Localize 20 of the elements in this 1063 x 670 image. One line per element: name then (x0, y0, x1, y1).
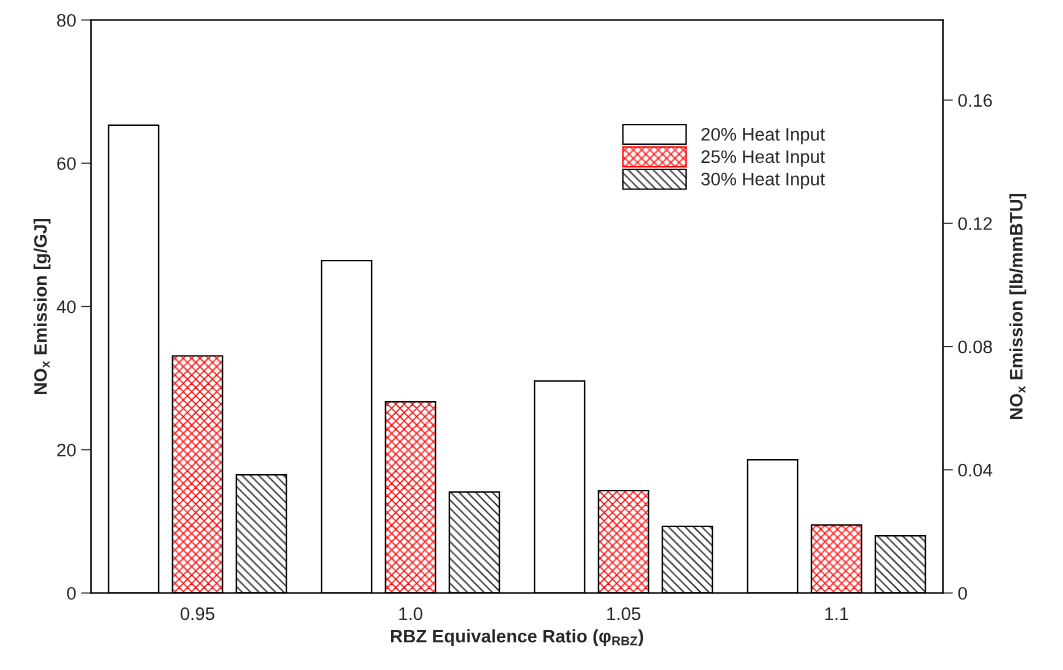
y2-tick-label: 0.04 (958, 463, 993, 477)
x-tick-label: 1.0 (399, 607, 423, 621)
y2-tick-label: 0 (958, 586, 967, 600)
legend-label: 30% Heat Input (701, 172, 825, 190)
legend-label: 20% Heat Input (701, 127, 825, 145)
x-tick-label: 1.05 (607, 607, 641, 621)
legend-label: 25% Heat Input (701, 150, 825, 167)
x-axis-title: RBZ Equivalence Ratio (φ$_{RBZ}$) (391, 629, 644, 647)
y-tick-label: 60 (57, 157, 76, 170)
y2-tick-label: 0.16 (958, 94, 992, 107)
x-tick-label: 0.95 (180, 607, 215, 621)
x-tick-label: 1.1 (825, 607, 849, 620)
y2-axis-title: NO$_{x}$ Emission [lb/mmBTU] (1009, 193, 1027, 420)
y2-tick-label: 0.08 (958, 340, 992, 354)
y-tick-label: 0 (67, 586, 76, 600)
y-axis-title: NO$_{x}$ Emission [g/GJ] (33, 218, 51, 394)
y-tick-label: 80 (57, 13, 76, 27)
y-tick-label: 40 (56, 300, 76, 314)
y2-tick-label: 0.12 (958, 217, 992, 231)
y-tick-label: 20 (57, 443, 76, 457)
